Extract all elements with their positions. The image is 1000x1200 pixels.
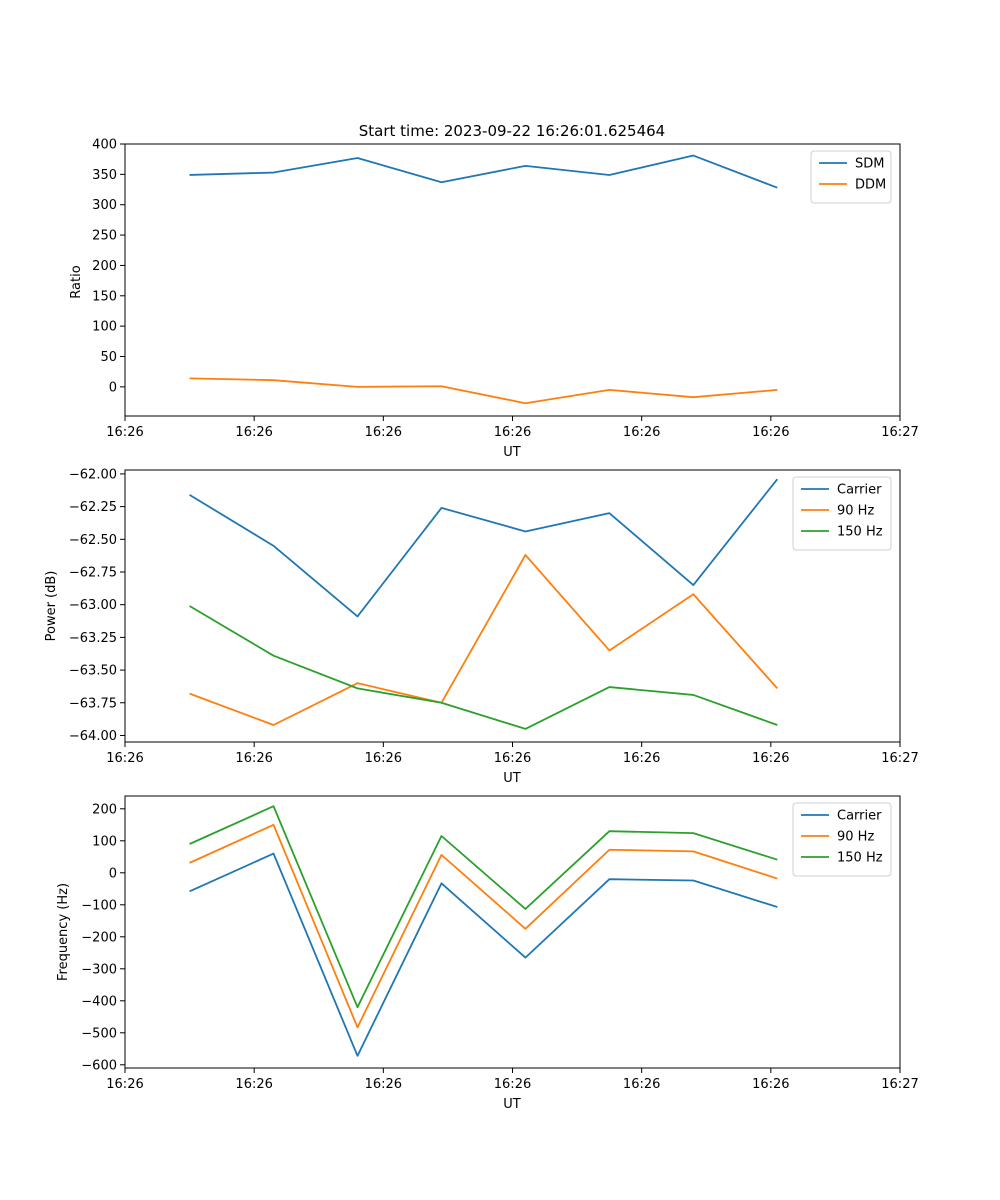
series-line-150-hz — [189, 805, 778, 1009]
x-tick-label: 16:26 — [235, 751, 272, 766]
legend: SDM DDM — [810, 150, 892, 204]
x-tick-label: 16:26 — [623, 751, 660, 766]
legend-box — [810, 150, 892, 204]
legend: Carrier 90 Hz 150 Hz — [792, 802, 892, 877]
legend-entry: 90 Hz — [837, 830, 874, 845]
y-tick-label: 150 — [92, 289, 117, 304]
series-line-90-hz — [189, 823, 778, 1029]
series-line-carrier — [189, 852, 778, 1057]
y-tick-label: −62.00 — [69, 467, 117, 482]
x-tick-label: 16:26 — [106, 751, 143, 766]
x-tick-label: 16:26 — [365, 425, 402, 440]
power-panel: UT Power (dB) 16:26 16:26 16:26 16:26 16:26 1… — [44, 467, 919, 786]
y-tick-label: 50 — [100, 350, 117, 365]
frequency-panel: UT Frequency (Hz) 16:26 16:26 16:26 16:26 16… — [56, 795, 919, 1112]
ratio-panel: Start time: 2023-09-22 16:26:01.625464 U… — [69, 122, 919, 460]
x-axis-label: UT — [503, 1097, 521, 1112]
y-tick-label: 350 — [92, 168, 117, 183]
legend-entry: 150 Hz — [837, 525, 883, 540]
y-tick-label: −500 — [81, 1026, 117, 1041]
legend-entry: 90 Hz — [837, 504, 874, 519]
y-axis-label: Power (dB) — [44, 571, 59, 642]
y-tick-label: −100 — [81, 898, 117, 913]
y-tick-label: −63.50 — [69, 664, 117, 679]
y-axis-label: Ratio — [69, 265, 84, 298]
x-tick-label: 16:26 — [752, 425, 789, 440]
y-tick-label: −62.75 — [69, 566, 117, 581]
x-tick-label: 16:26 — [106, 1077, 143, 1092]
y-tick-label: −64.00 — [69, 729, 117, 744]
x-axis-label: UT — [503, 771, 521, 786]
x-tick-label: 16:26 — [235, 425, 272, 440]
x-tick-label: 16:26 — [752, 1077, 789, 1092]
x-tick-label: 16:26 — [623, 425, 660, 440]
x-tick-label: 16:26 — [106, 425, 143, 440]
y-tick-label: 100 — [92, 320, 117, 335]
series-line-150-hz — [189, 605, 778, 730]
chart-title: Start time: 2023-09-22 16:26:01.625464 — [359, 122, 665, 140]
y-axis-label: Frequency (Hz) — [56, 883, 71, 981]
y-tick-label: −63.25 — [69, 631, 117, 646]
x-tick-label: 16:26 — [365, 751, 402, 766]
y-tick-label: −62.50 — [69, 533, 117, 548]
series-line-90-hz — [189, 554, 778, 726]
x-tick-label: 16:27 — [881, 425, 918, 440]
y-tick-label: 250 — [92, 229, 117, 244]
legend-entry: SDM — [855, 157, 884, 172]
x-tick-label: 16:26 — [494, 751, 531, 766]
legend-entry: Carrier — [837, 483, 882, 498]
plot-frame — [124, 795, 901, 1069]
x-tick-label: 16:27 — [881, 751, 918, 766]
y-tick-label: −63.00 — [69, 598, 117, 613]
x-tick-label: 16:27 — [881, 1077, 918, 1092]
plot-frame — [124, 143, 901, 417]
x-axis-label: UT — [503, 445, 521, 460]
x-tick-label: 16:26 — [235, 1077, 272, 1092]
series-line-sdm — [189, 154, 778, 189]
y-tick-label: −62.25 — [69, 500, 117, 515]
x-tick-label: 16:26 — [623, 1077, 660, 1092]
y-tick-label: −600 — [81, 1058, 117, 1073]
y-tick-label: −300 — [81, 962, 117, 977]
plot-frame — [124, 469, 901, 743]
legend-entry: Carrier — [837, 809, 882, 824]
x-tick-label: 16:26 — [494, 1077, 531, 1092]
y-tick-label: −63.75 — [69, 696, 117, 711]
y-tick-label: 200 — [92, 259, 117, 274]
x-tick-label: 16:26 — [365, 1077, 402, 1092]
y-tick-label: 100 — [92, 834, 117, 849]
y-tick-label: 0 — [109, 866, 117, 881]
y-tick-label: −200 — [81, 930, 117, 945]
legend: Carrier 90 Hz 150 Hz — [792, 476, 892, 551]
y-tick-label: 400 — [92, 138, 117, 153]
x-tick-label: 16:26 — [494, 425, 531, 440]
x-tick-label: 16:26 — [752, 751, 789, 766]
y-tick-label: 0 — [109, 380, 117, 395]
y-tick-label: 300 — [92, 198, 117, 213]
series-line-ddm — [189, 377, 778, 405]
y-tick-label: 200 — [92, 802, 117, 817]
y-tick-label: −400 — [81, 994, 117, 1009]
legend-entry: 150 Hz — [837, 851, 883, 866]
legend-entry: DDM — [855, 178, 886, 193]
series-line-carrier — [189, 478, 778, 618]
